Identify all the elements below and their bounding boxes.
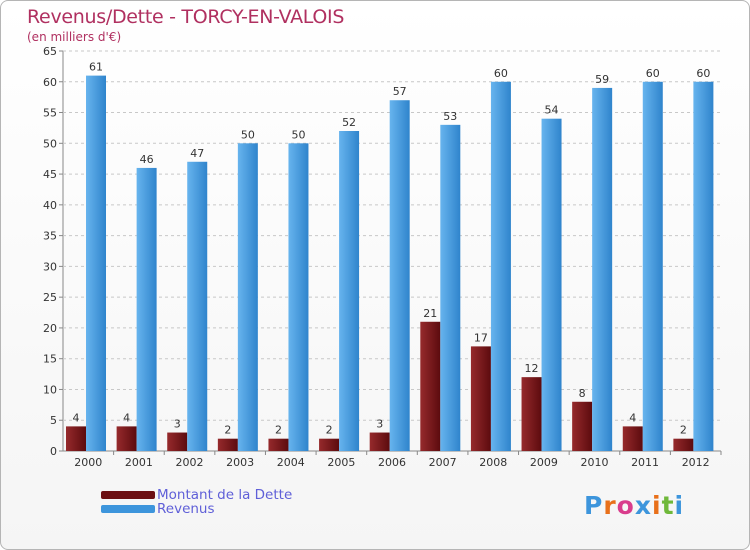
logo-letter: t [661,491,675,520]
x-tick-label: 2009 [530,456,558,469]
bar-revenus [642,81,663,452]
bar-dette [673,438,694,451]
y-tick-label: 20 [43,322,57,335]
logo-letter: i [674,491,685,520]
bar-dette [268,438,289,451]
data-label-revenus: 57 [393,85,407,98]
x-tick-label: 2003 [226,456,254,469]
data-label-dette: 4 [629,411,636,424]
data-label-dette: 4 [123,411,130,424]
bar-revenus [86,75,106,451]
bar-revenus [592,87,613,451]
bar-dette [622,426,643,451]
bar-revenus [541,118,562,451]
legend-swatch-dette [101,491,155,499]
bar-dette [217,438,238,451]
bar-dette [369,432,390,451]
y-tick-label: 50 [43,137,57,150]
data-label-revenus: 52 [342,116,356,129]
data-label-dette: 4 [73,411,80,424]
x-tick-label: 2004 [277,456,305,469]
y-tick-label: 10 [43,383,57,396]
data-label-revenus: 60 [494,67,508,80]
legend-item-dette: Montant de la Dette [101,487,292,503]
logo-letter: o [616,491,635,520]
data-label-revenus: 59 [595,73,609,86]
data-label-dette: 3 [174,418,181,431]
data-label-revenus: 60 [646,67,660,80]
data-label-revenus: 60 [696,67,710,80]
legend-item-revenus: Revenus [101,501,215,517]
data-label-revenus: 54 [545,104,559,117]
y-tick-label: 30 [43,260,57,273]
bar-revenus [187,161,208,451]
bar-dette [66,426,86,451]
data-label-dette: 21 [423,307,437,320]
y-tick-label: 60 [43,76,57,89]
y-tick-label: 45 [43,168,57,181]
x-tick-label: 2006 [378,456,406,469]
bar-revenus [237,143,258,452]
x-tick-label: 2001 [125,456,153,469]
data-label-dette: 3 [376,418,383,431]
x-tick-label: 2000 [74,456,102,469]
bar-dette [116,426,137,451]
x-tick-label: 2002 [176,456,204,469]
y-tick-label: 25 [43,291,57,304]
data-label-revenus: 47 [190,147,204,160]
data-label-dette: 2 [275,424,282,437]
bar-revenus [440,124,461,451]
y-tick-label: 65 [43,45,57,58]
data-label-dette: 17 [474,331,488,344]
data-label-revenus: 50 [291,128,305,141]
data-label-revenus: 61 [89,61,103,74]
logo-letter: x [634,491,652,520]
bar-layer [66,75,714,452]
data-label-dette: 8 [579,387,586,400]
data-label-revenus: 46 [140,153,154,166]
y-tick-label: 5 [50,414,57,427]
legend-label-dette: Montant de la Dette [157,487,293,503]
bar-revenus [288,143,309,452]
x-tick-label: 2012 [682,456,710,469]
proxiti-logo: Proxiti [584,491,684,520]
bar-dette [572,401,593,451]
chart-title: Revenus/Dette - TORCY-EN-VALOIS [27,6,345,28]
logo-letter: r [603,491,617,520]
bar-revenus [693,81,714,452]
bar-revenus [389,100,410,451]
bar-revenus [490,81,511,452]
label-layer: 2000 4 61 2001 4 46 2002 3 47 2003 2 50 2004 2 50 2005 2… [73,61,711,469]
data-label-dette: 2 [224,424,231,437]
bar-dette [521,377,542,451]
y-tick-label: 0 [50,445,57,458]
x-tick-label: 2011 [631,456,659,469]
data-label-dette: 12 [525,362,539,375]
bar-revenus [136,167,157,451]
data-label-dette: 2 [680,424,687,437]
y-tick-label: 15 [43,353,57,366]
y-tick-label: 55 [43,107,57,120]
x-tick-label: 2008 [479,456,507,469]
data-label-revenus: 53 [443,110,457,123]
bar-dette [319,438,340,451]
data-label-revenus: 50 [241,128,255,141]
bar-dette [420,321,441,451]
x-tick-label: 2007 [429,456,457,469]
x-tick-label: 2010 [580,456,608,469]
y-tick-label: 40 [43,199,57,212]
bar-dette [470,346,491,451]
bar-dette [167,432,188,451]
legend-label-revenus: Revenus [157,501,215,517]
y-tick-label: 35 [43,230,57,243]
x-tick-label: 2005 [327,456,355,469]
data-label-dette: 2 [326,424,333,437]
legend-swatch-revenus [101,505,155,513]
bar-revenus [339,131,360,451]
logo-letter: P [584,491,604,520]
logo-letter: i [652,491,662,520]
chart-subtitle: (en milliers d'€) [27,30,122,44]
